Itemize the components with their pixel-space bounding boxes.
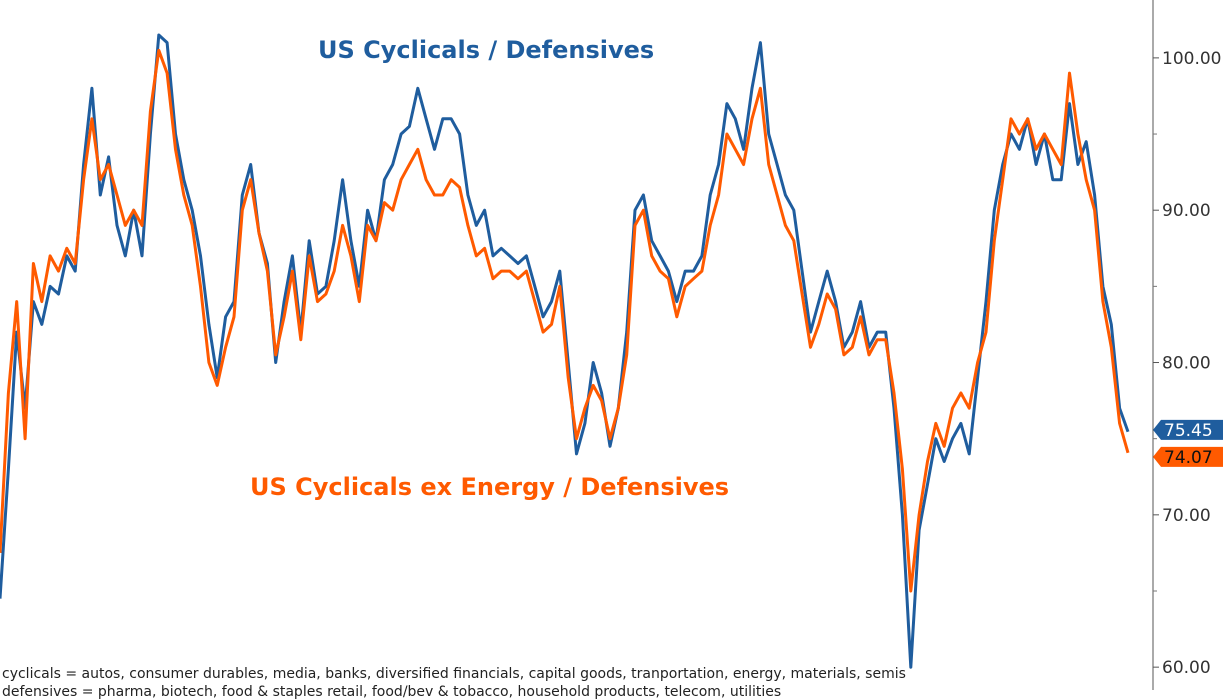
series-layer [0, 33, 1130, 669]
last-value-badges: 75.45 74.07 [1153, 419, 1223, 468]
last-value-label: 75.45 [1164, 421, 1213, 441]
y-axis-ticks: 60.00 70.00 80.00 90.00 100.00 [1153, 49, 1221, 678]
last-value-label: 74.07 [1164, 448, 1213, 468]
series-line-cyclicals-defensives [0, 33, 1130, 669]
series-label-cyclicals-defensives: US Cyclicals / Defensives [318, 36, 655, 64]
series-line-cyclicals-ex-energy-defensives [0, 48, 1130, 593]
y-tick-label: 70.00 [1162, 506, 1211, 526]
series-label-cyclicals-ex-energy-defensives: US Cyclicals ex Energy / Defensives [250, 473, 730, 501]
footnote-cyclicals-definition: cyclicals = autos, consumer durables, me… [2, 666, 906, 682]
y-tick-label: 80.00 [1162, 354, 1211, 374]
y-tick-label: 60.00 [1162, 658, 1211, 678]
last-value-badge-ex-energy: 74.07 [1153, 446, 1223, 468]
last-value-badge-cyclicals: 75.45 [1153, 419, 1223, 441]
y-tick-label: 100.00 [1162, 49, 1221, 69]
footnote-defensives-definition: defensives = pharma, biotech, food & sta… [2, 684, 782, 700]
y-tick-label: 90.00 [1162, 201, 1211, 221]
